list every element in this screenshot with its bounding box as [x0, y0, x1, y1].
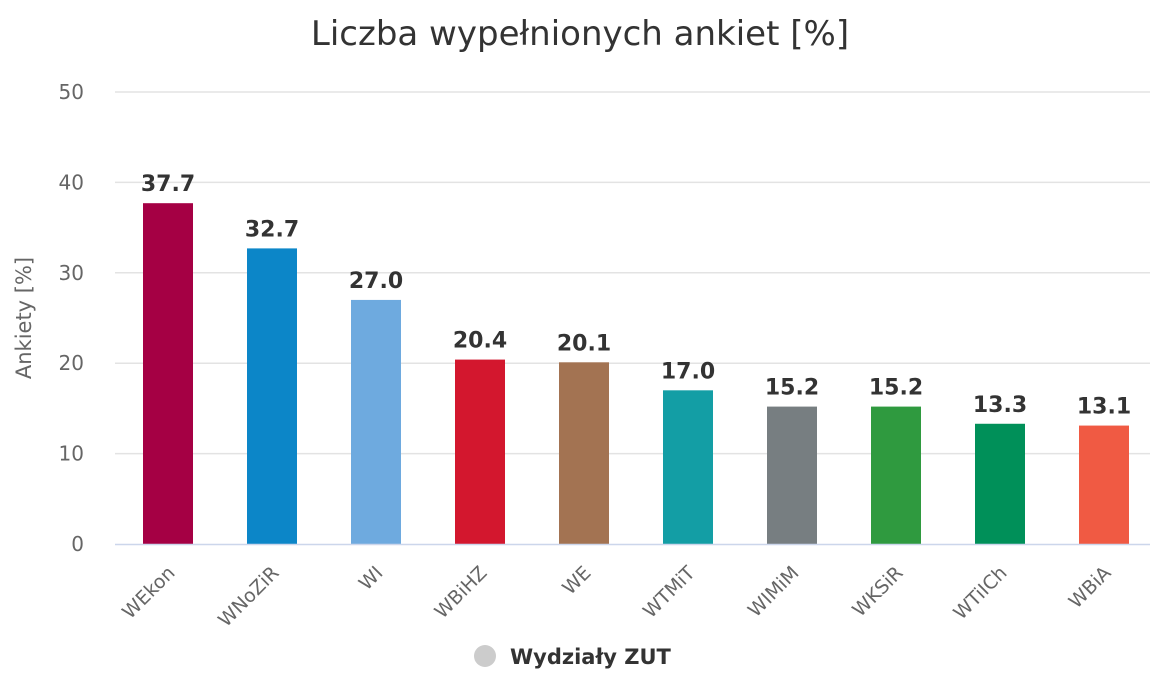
data-label-wtmit: 17.0 [661, 359, 715, 384]
x-tick-label-wnozir: WNoZiR [214, 562, 283, 631]
x-tick-label-wbia: WBiA [1065, 562, 1116, 613]
bar-wnozir[interactable] [247, 248, 297, 544]
data-label-wtiich: 13.3 [973, 393, 1027, 418]
bar-wekon[interactable] [143, 203, 193, 544]
data-label-wekon: 37.7 [141, 172, 195, 197]
y-tick-label: 10 [59, 442, 84, 466]
bar-wbia[interactable] [1079, 425, 1129, 544]
bar-wimim[interactable] [767, 406, 817, 544]
bar-we[interactable] [559, 362, 609, 544]
x-tick-label-wekon: WEkon [118, 562, 179, 623]
data-label-wi: 27.0 [349, 269, 403, 294]
bars [143, 203, 1129, 544]
data-label-wnozir: 32.7 [245, 217, 299, 242]
x-tick-label-wbihz: WBiHZ [430, 562, 491, 623]
bar-wksir[interactable] [871, 406, 921, 544]
y-tick-label: 30 [59, 261, 84, 285]
x-tick-label-wksir: WKSiR [848, 562, 907, 621]
x-axis-category-labels: WEkon WNoZiR WI WBiHZ WE WTMiT WIMiM WKSiR WTiIC… [118, 562, 1115, 632]
x-tick-label-wimim: WIMiM [744, 562, 804, 622]
data-label-wbia: 13.1 [1077, 395, 1131, 420]
y-tick-label: 20 [59, 351, 84, 375]
legend[interactable]: Wydziały ZUT [474, 645, 672, 669]
data-label-wksir: 15.2 [869, 376, 923, 401]
x-tick-label-wi: WI [355, 562, 388, 595]
data-label-wbihz: 20.4 [453, 329, 507, 354]
x-tick-label-we: WE [558, 562, 595, 599]
chart-title: Liczba wypełnionych ankiet [%] [311, 14, 849, 54]
bar-wbihz[interactable] [455, 359, 505, 544]
y-tick-label: 0 [71, 532, 84, 556]
y-axis-label: Ankiety [%] [12, 257, 36, 379]
bar-wi[interactable] [351, 299, 401, 544]
data-label-wimim: 15.2 [765, 376, 819, 401]
bar-wtiich[interactable] [975, 423, 1025, 544]
bar-wtmit[interactable] [663, 390, 713, 544]
data-labels: 37.7 32.7 27.0 20.4 20.1 17.0 15.2 15.2 13.3 13.1 [141, 172, 1131, 419]
legend-label[interactable]: Wydziały ZUT [510, 645, 672, 669]
y-tick-label: 40 [59, 170, 84, 194]
y-tick-label: 50 [59, 80, 84, 104]
data-label-we: 20.1 [557, 331, 611, 356]
x-tick-label-wtmit: WTMiT [639, 562, 700, 623]
y-axis-ticks: 0 10 20 30 40 50 [59, 80, 84, 556]
legend-marker[interactable] [474, 645, 496, 667]
x-tick-label-wtiich: WTiICh [949, 562, 1011, 624]
